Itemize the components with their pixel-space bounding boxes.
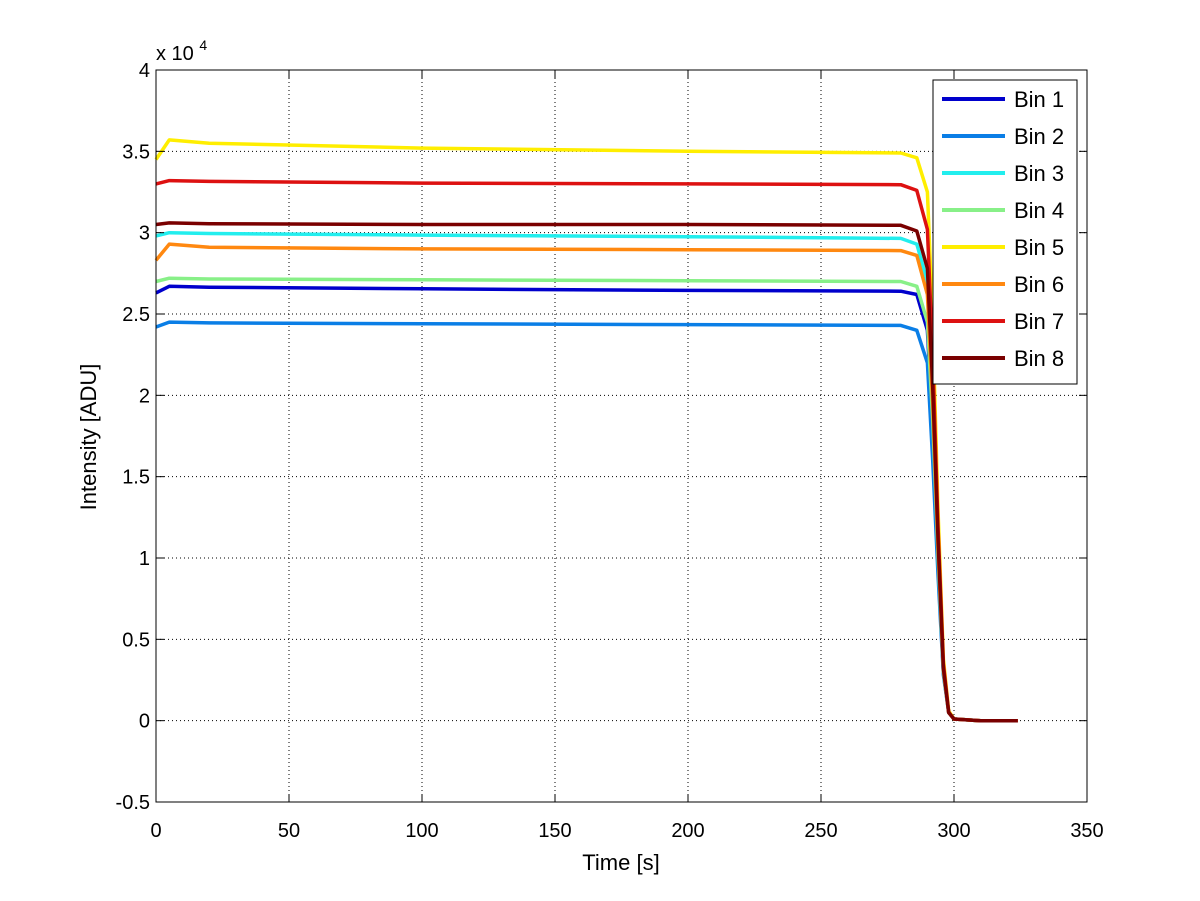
- y-tick-label: 2.5: [122, 304, 150, 326]
- y-axis-label: Intensity [ADU]: [76, 364, 101, 511]
- legend-label-bin-8: Bin 8: [1014, 346, 1064, 371]
- y-tick-label: 4: [139, 60, 150, 82]
- legend-label-bin-5: Bin 5: [1014, 235, 1064, 260]
- series-line-bin-5: [154, 138, 1018, 723]
- x-tick-label: 100: [405, 820, 438, 842]
- tick-labels: 0 50 100 150 200 250 300 350-0.500.511.522.533.…: [116, 60, 1104, 842]
- series-line-bin-4: [155, 276, 1018, 723]
- plot-area-frame: [155, 69, 1088, 803]
- y-tick-label: 0.5: [122, 629, 150, 651]
- series-line-bin-8: [155, 221, 1018, 723]
- x-tick-label: 250: [804, 820, 837, 842]
- legend-label-bin-4: Bin 4: [1014, 198, 1064, 223]
- y-tick-label: 3.5: [122, 141, 150, 163]
- x-axis-label: Time [s]: [582, 850, 659, 875]
- legend: Bin 1 Bin 2 Bin 3 Bin 4 Bin 5 Bin 6 Bin 7 Bin 8: [932, 79, 1078, 385]
- y-tick-label: 3: [139, 223, 150, 245]
- x-tick-label: 150: [538, 820, 571, 842]
- legend-label-bin-3: Bin 3: [1014, 161, 1064, 186]
- x-tick-label: 0: [150, 820, 161, 842]
- legend-label-bin-2: Bin 2: [1014, 124, 1064, 149]
- y-axis-multiplier: x 10 4: [156, 37, 207, 65]
- series-line-bin-2: [155, 320, 1018, 723]
- legend-label-bin-6: Bin 6: [1014, 272, 1064, 297]
- x-tick-label: 350: [1070, 820, 1103, 842]
- series-line-bin-1: [155, 284, 1018, 723]
- axis-ticks: [155, 69, 1088, 803]
- y-tick-label: 1: [139, 548, 150, 570]
- x-tick-label: 200: [671, 820, 704, 842]
- legend-label-bin-1: Bin 1: [1014, 87, 1064, 112]
- y-multiplier-exponent: 4: [199, 37, 207, 53]
- legend-label-bin-7: Bin 7: [1014, 309, 1064, 334]
- x-tick-label: 300: [937, 820, 970, 842]
- series-lines: [154, 138, 1018, 723]
- legend-box: [932, 79, 1078, 385]
- y-tick-label: 2: [139, 385, 150, 407]
- y-tick-label: -0.5: [116, 792, 150, 814]
- y-tick-label: 0: [139, 711, 150, 733]
- y-tick-label: 1.5: [122, 467, 150, 489]
- x-tick-label: 50: [278, 820, 300, 842]
- series-line-bin-6: [154, 242, 1018, 723]
- y-multiplier-base: x 10: [156, 43, 194, 65]
